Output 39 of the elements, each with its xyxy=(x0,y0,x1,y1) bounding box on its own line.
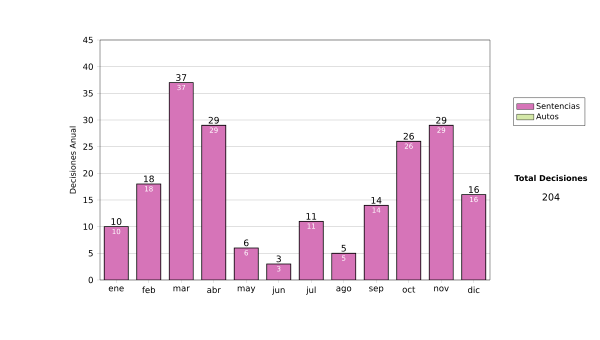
total-label: 29 xyxy=(208,116,219,124)
text: 204 xyxy=(542,193,560,201)
x-tick-label: nov xyxy=(434,286,449,292)
x-tick-label: ago xyxy=(336,286,352,294)
y-tick-label: 45 xyxy=(83,36,93,44)
x-tick-label: jul xyxy=(306,286,316,295)
total-label: 10 xyxy=(112,218,122,225)
x-tick-label: abr xyxy=(207,286,221,294)
total-label: 11 xyxy=(306,213,316,220)
x-tick-label: dic xyxy=(468,286,480,294)
y-tick-label: 10 xyxy=(84,223,93,230)
total-label: 29 xyxy=(436,116,446,124)
total-label: 16 xyxy=(469,186,479,193)
x-tick-label: oct xyxy=(402,286,416,293)
total-label: 5 xyxy=(342,244,346,252)
total-label: 14 xyxy=(372,197,382,204)
total-label: 3 xyxy=(276,255,281,262)
legend-label: Sentencias xyxy=(536,102,580,109)
x-tick-label: feb xyxy=(142,286,156,294)
x-tick-label: jun xyxy=(272,286,285,295)
x-tick-label: may xyxy=(238,286,256,294)
y-tick-label: 0 xyxy=(88,276,93,284)
y-axis-title: Decisiones Anual xyxy=(70,126,76,194)
text: Total Decisiones xyxy=(514,174,588,182)
legend-label: Autos xyxy=(536,113,558,120)
y-tick-label: 5 xyxy=(88,250,93,256)
y-tick-label: 20 xyxy=(83,170,93,177)
x-tick-label: mar xyxy=(174,286,190,292)
total-label: 6 xyxy=(244,239,249,246)
y-tick-label: 25 xyxy=(83,143,93,150)
y-tick-label: 40 xyxy=(83,63,93,70)
total-label: 26 xyxy=(404,132,414,140)
x-tick-label: sep xyxy=(369,286,384,294)
total-label: 37 xyxy=(176,74,186,81)
total-label: 18 xyxy=(144,175,154,182)
y-tick-label: 15 xyxy=(84,196,93,204)
x-tick-label: ene xyxy=(108,286,124,292)
y-tick-label: 35 xyxy=(83,90,93,97)
y-tick-label: 30 xyxy=(83,116,93,124)
